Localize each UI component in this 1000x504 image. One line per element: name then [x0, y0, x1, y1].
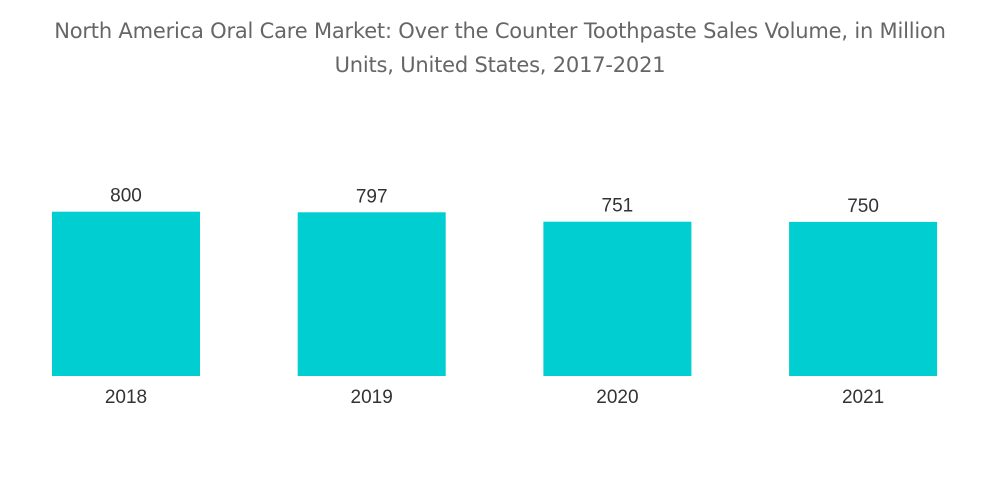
- x-tick-label-2019: 2019: [351, 387, 393, 408]
- bar-2019: [297, 212, 446, 376]
- chart-title-line-1: North America Oral Care Market: Over the…: [54, 19, 946, 43]
- data-label-2019: 797: [356, 186, 388, 207]
- x-tick-label-2020: 2020: [596, 387, 638, 408]
- bar-2020: [543, 221, 692, 376]
- bar-2018: [52, 211, 200, 376]
- data-label-2020: 751: [602, 196, 634, 217]
- bars-layer: 800 2018 797 2019 751 2020 750 2021: [52, 186, 938, 408]
- data-label-2021: 750: [847, 196, 879, 217]
- chart-title-line-2: Units, United States, 2017-2021: [334, 53, 666, 77]
- x-tick-label-2018: 2018: [105, 387, 147, 408]
- bar-2021: [789, 221, 938, 376]
- chart-title: North America Oral Care Market: Over the…: [0, 14, 1000, 82]
- data-label-2018: 800: [110, 186, 142, 207]
- x-tick-label-2021: 2021: [842, 387, 884, 408]
